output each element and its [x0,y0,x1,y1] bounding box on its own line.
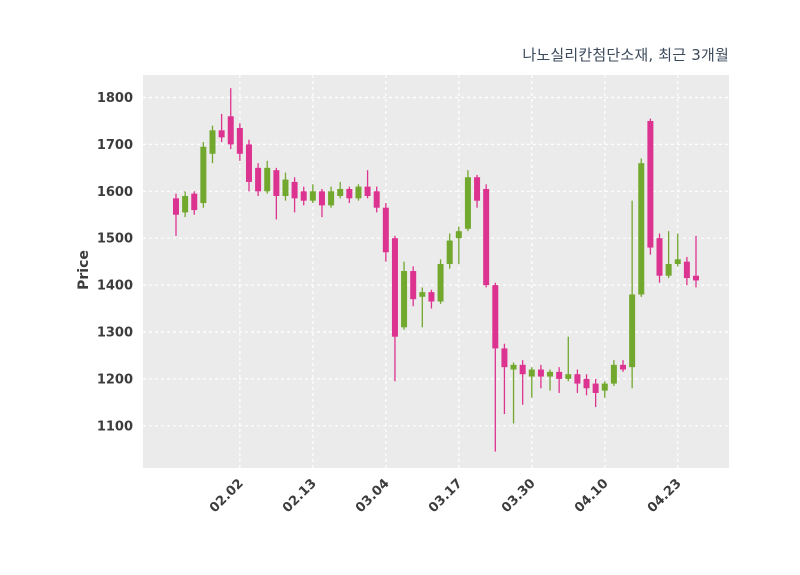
y-tick-label: 1800 [97,91,133,106]
candle-body [218,130,225,138]
candle-body [519,364,526,375]
candle-body [209,130,216,154]
candle-body [683,261,690,279]
candle-body [693,275,699,281]
candle-body [610,364,617,384]
candle-body [483,188,490,286]
candle-body [647,120,654,248]
candle-body [255,167,262,192]
candle-body [355,186,362,199]
candle-body [300,191,307,201]
y-axis-label: Price [75,250,92,290]
y-tick-label: 1500 [97,232,133,247]
candle-body [328,191,335,206]
x-tick-label: 02.02 [207,476,247,516]
candle-body [665,263,672,276]
candle-body [419,292,426,297]
candle-body [547,371,554,377]
candle-body [346,188,353,199]
candle-body [227,116,234,145]
x-tick-label: 04.10 [572,476,612,516]
candle-body [592,383,599,393]
candle-body [629,294,636,368]
candle-body [364,186,371,196]
y-tick-label: 1300 [97,325,133,340]
candle-body [245,144,252,182]
chart-title: 나노실리칸첨단소재, 최근 3개월 [522,46,729,64]
candle-body [537,369,544,377]
candle-body [382,207,389,253]
candle-body [510,364,517,370]
y-tick-label: 1700 [97,138,133,153]
candle-body [410,271,417,300]
candle-body [464,177,471,229]
candle-body [264,167,271,192]
y-tick-label: 1400 [97,279,133,294]
y-tick-label: 1200 [97,372,133,387]
candle-body [236,127,243,154]
candle-body [556,371,563,379]
candle-body [528,369,535,377]
x-tick-label: 03.30 [499,476,539,516]
candle-body [173,198,179,215]
candle-body [200,146,207,204]
y-tick-label: 1600 [97,185,133,200]
candle-body [455,231,462,239]
candle-body [428,292,435,302]
candle-body [401,271,408,328]
candle-body [565,374,572,379]
candle-body [182,195,189,213]
candle-body [391,238,398,337]
candle-body [601,383,608,391]
x-tick-label: 03.04 [353,476,393,516]
candle-body [583,378,590,389]
candle-body [191,193,198,211]
candle-body [309,191,316,201]
candle-body [620,364,627,370]
candle-body [437,263,444,302]
candle-body [373,191,380,208]
x-tick-label: 02.13 [280,476,320,516]
candle-body [282,179,289,196]
candle-body [674,259,681,264]
candle-body [337,188,344,196]
candle-body [638,163,645,295]
candle-body [501,348,508,368]
candle-body [474,177,481,201]
candle-body [492,285,499,349]
candle-body [574,374,581,384]
candle-body [291,181,298,199]
candle-body [273,170,280,196]
x-tick-label: 03.17 [426,476,466,516]
candle-body [446,240,453,264]
y-tick-label: 1100 [97,419,133,434]
candle-body [318,191,325,206]
x-tick-label: 04.23 [645,476,685,516]
candle-body [656,238,663,276]
